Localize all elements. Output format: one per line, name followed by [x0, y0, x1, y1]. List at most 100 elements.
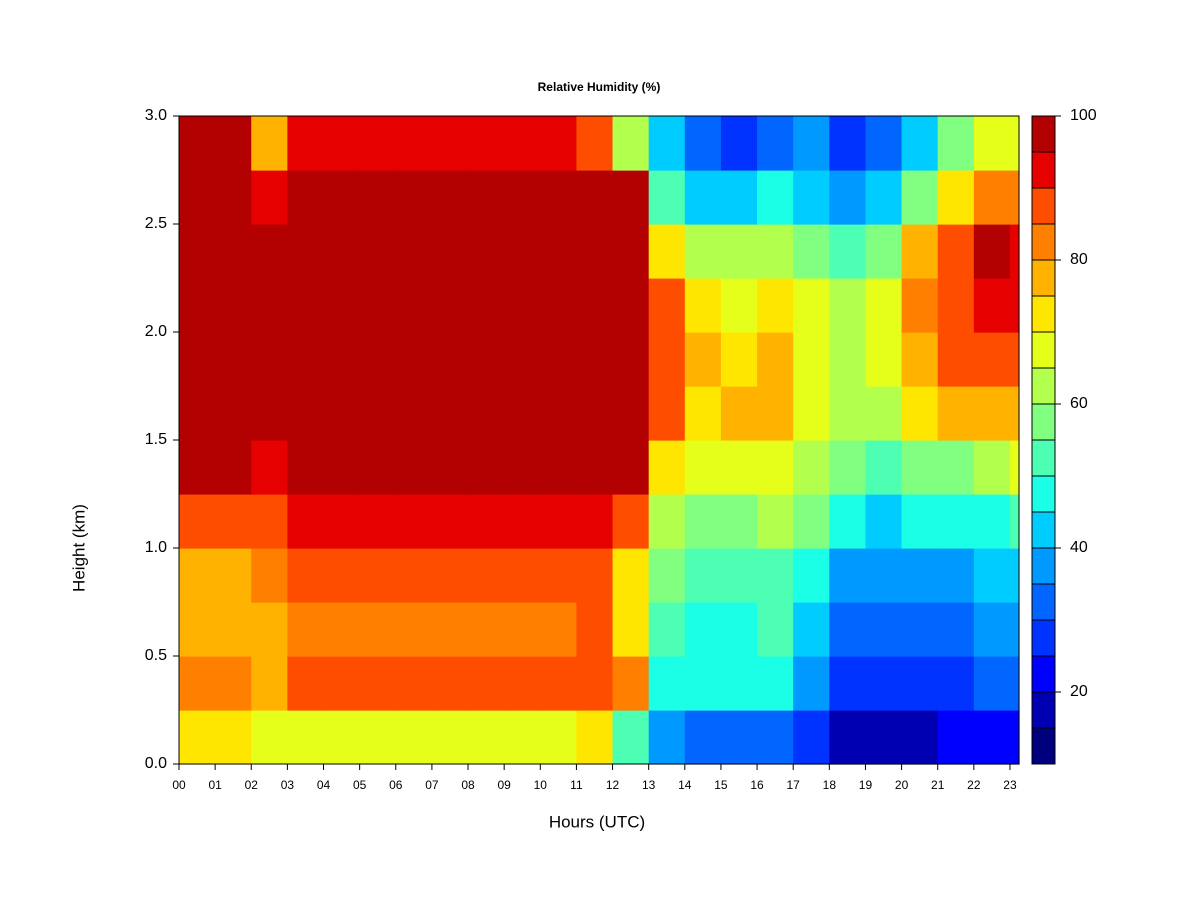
heat-cell: [684, 278, 722, 333]
heat-cell: [287, 224, 325, 279]
heat-cell: [395, 170, 433, 225]
heat-cell: [251, 278, 288, 333]
heat-cell: [973, 602, 1011, 657]
heat-cell: [612, 386, 650, 441]
heat-cell: [251, 710, 288, 765]
heat-cell: [468, 602, 505, 657]
heat-cell: [793, 656, 830, 711]
x-tick-label: 17: [787, 778, 801, 792]
heat-cell: [684, 548, 722, 603]
heat-cell: [865, 386, 903, 441]
heat-cell: [359, 332, 397, 387]
heat-cell: [468, 440, 505, 495]
y-tick-label: 0.5: [145, 647, 167, 664]
heat-cell: [937, 440, 975, 495]
heat-cell: [757, 602, 794, 657]
heat-cell: [395, 386, 433, 441]
colorbar-tick-label: 60: [1070, 395, 1088, 412]
heat-cell: [973, 170, 1011, 225]
heat-cell: [431, 602, 469, 657]
heat-cell: [757, 278, 794, 333]
heat-cell: [576, 386, 614, 441]
heat-cell: [757, 386, 794, 441]
heat-cell: [287, 386, 325, 441]
y-tick-label: 1.5: [145, 431, 167, 448]
heat-cell: [684, 602, 722, 657]
heat-cell: [901, 710, 939, 765]
heat-cell: [901, 116, 939, 171]
heat-cell: [829, 332, 867, 387]
heat-cell: [1009, 386, 1020, 441]
x-tick-label: 11: [570, 778, 583, 792]
heat-cell: [179, 710, 216, 765]
heat-cell: [540, 494, 578, 549]
heat-cell: [504, 224, 541, 279]
heat-cell: [323, 440, 361, 495]
heat-cell: [431, 278, 469, 333]
heat-cell: [504, 548, 541, 603]
heat-cell: [829, 656, 867, 711]
x-tick-label: 08: [461, 778, 475, 792]
heat-cell: [179, 224, 216, 279]
x-tick-label: 14: [678, 778, 692, 792]
heat-cell: [540, 332, 578, 387]
x-tick-label: 15: [714, 778, 728, 792]
heat-cell: [215, 602, 252, 657]
heat-cell: [793, 278, 830, 333]
heat-cell: [287, 278, 325, 333]
colorbar-tick-label: 80: [1070, 251, 1088, 268]
heat-cell: [576, 224, 614, 279]
heat-cell: [937, 224, 975, 279]
heat-cell: [1009, 116, 1020, 171]
heat-cell: [468, 710, 505, 765]
heat-cell: [1009, 710, 1020, 765]
heat-cell: [359, 116, 397, 171]
heat-cell: [720, 710, 758, 765]
y-tick-label: 1.0: [145, 539, 167, 556]
heat-cell: [504, 170, 541, 225]
heat-cell: [684, 386, 722, 441]
heat-cell: [865, 494, 903, 549]
heat-cell: [431, 116, 469, 171]
x-tick-label: 05: [353, 778, 367, 792]
heat-cell: [576, 494, 614, 549]
heat-cell: [431, 548, 469, 603]
heat-cell: [468, 116, 505, 171]
heat-cell: [829, 170, 867, 225]
heat-cell: [757, 548, 794, 603]
heat-cell: [540, 170, 578, 225]
chart-title: Relative Humidity (%): [538, 80, 661, 94]
heat-cell: [937, 170, 975, 225]
x-tick-label: 19: [859, 778, 873, 792]
heat-cell: [540, 656, 578, 711]
heat-cell: [215, 116, 252, 171]
colorbar-band: [1031, 151, 1056, 189]
heat-cell: [793, 170, 830, 225]
colorbar-tick-label: 100: [1070, 107, 1097, 124]
x-tick-label: 03: [281, 778, 295, 792]
heat-cell: [720, 440, 758, 495]
x-tick-label: 01: [208, 778, 222, 792]
heat-cell: [865, 170, 903, 225]
heat-cell: [179, 440, 216, 495]
heat-cell: [540, 224, 578, 279]
heat-cell: [901, 332, 939, 387]
heat-cell: [937, 710, 975, 765]
heat-cell: [973, 332, 1011, 387]
colorbar-band: [1031, 619, 1056, 657]
heat-cell: [1009, 332, 1020, 387]
x-tick-label: 22: [967, 778, 981, 792]
heat-cell: [757, 224, 794, 279]
heat-cell: [720, 278, 758, 333]
heat-cell: [865, 278, 903, 333]
heat-cell: [648, 332, 686, 387]
heat-cell: [287, 332, 325, 387]
heat-cell: [504, 332, 541, 387]
heat-cell: [359, 656, 397, 711]
heat-cell: [179, 548, 216, 603]
heat-cell: [612, 170, 650, 225]
heat-cell: [540, 440, 578, 495]
heat-cell: [973, 386, 1011, 441]
heat-cell: [395, 440, 433, 495]
heat-cell: [395, 278, 433, 333]
